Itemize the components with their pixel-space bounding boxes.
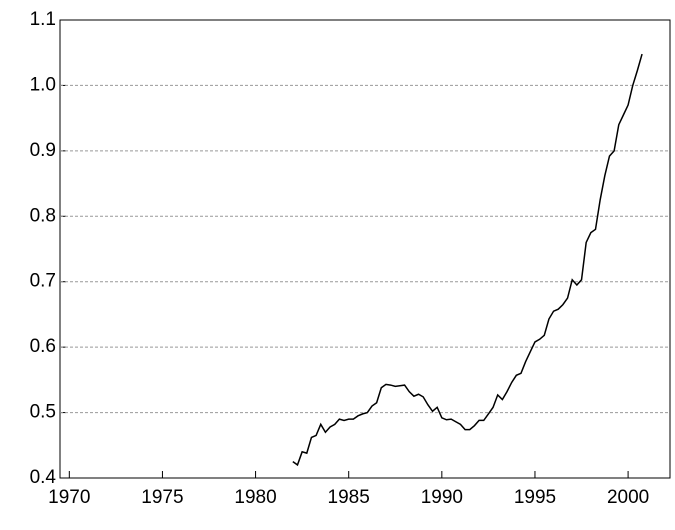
x-tick-label: 1990: [421, 487, 463, 508]
y-tick-label: 1.1: [30, 9, 56, 30]
x-tick-label: 2000: [607, 487, 649, 508]
x-tick-label: 1975: [141, 487, 183, 508]
x-tick-label: 1985: [328, 487, 370, 508]
y-tick-label: 0.7: [30, 271, 56, 292]
y-tick-label: 1.0: [30, 74, 56, 95]
y-tick-label: 0.6: [30, 336, 56, 357]
y-tick-label: 0.8: [30, 205, 56, 226]
x-tick-label: 1980: [234, 487, 276, 508]
x-tick-label: 1995: [514, 487, 556, 508]
y-tick-label: 0.5: [30, 402, 56, 423]
data-line: [292, 53, 643, 467]
y-tick-label: 0.4: [30, 467, 57, 488]
y-tick-label: 0.9: [30, 140, 56, 161]
plot-frame: [59, 19, 671, 479]
x-tick-label: 1970: [48, 487, 90, 508]
